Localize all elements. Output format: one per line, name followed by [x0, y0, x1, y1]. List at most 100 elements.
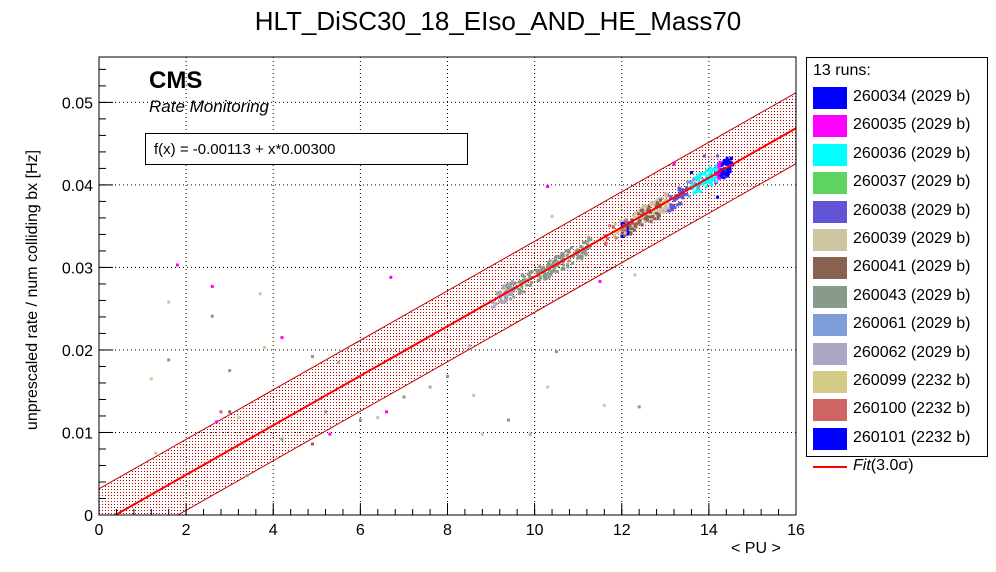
- data-point: [698, 174, 702, 178]
- data-point: [620, 232, 624, 236]
- data-point: [657, 213, 661, 217]
- data-point: [697, 186, 701, 190]
- data-point-outlier: [637, 405, 641, 409]
- data-point: [555, 264, 559, 268]
- data-point: [685, 186, 689, 190]
- data-point: [637, 212, 641, 216]
- data-point: [697, 188, 701, 192]
- data-point: [568, 259, 572, 263]
- data-point: [622, 222, 626, 226]
- data-point: [641, 208, 645, 212]
- data-point: [519, 289, 523, 293]
- data-point: [725, 167, 729, 171]
- data-point: [681, 196, 685, 200]
- data-point: [517, 280, 521, 284]
- data-point: [692, 178, 696, 182]
- data-point: [677, 186, 681, 190]
- legend-label: 260037 (2029 b): [853, 173, 971, 191]
- data-point: [655, 199, 659, 203]
- data-point-outlier: [546, 185, 550, 189]
- data-point: [633, 215, 637, 219]
- data-point-outlier: [310, 355, 314, 359]
- data-point: [530, 281, 534, 285]
- data-point: [662, 206, 666, 210]
- data-point: [663, 198, 667, 202]
- data-point: [651, 215, 655, 219]
- data-point: [724, 171, 728, 175]
- legend-swatch: [813, 371, 847, 393]
- data-point: [708, 178, 712, 182]
- data-point: [654, 211, 658, 215]
- y-tick-label: 0.04: [62, 178, 93, 195]
- data-point: [612, 234, 616, 238]
- data-point: [620, 221, 624, 225]
- data-point: [704, 185, 708, 189]
- legend-swatch: [813, 427, 847, 450]
- data-point-outlier: [472, 393, 476, 397]
- data-point: [673, 206, 677, 210]
- legend-entry-fit: Fit(3.0σ): [811, 453, 987, 481]
- legend-label: 260101 (2232 b): [853, 428, 971, 446]
- data-point: [565, 253, 569, 257]
- data-point: [567, 250, 571, 254]
- data-point-outlier: [480, 432, 484, 436]
- data-point: [651, 202, 655, 206]
- data-point: [512, 295, 516, 299]
- x-axis-label: < PU >: [731, 540, 781, 557]
- data-point: [651, 209, 655, 213]
- data-point: [726, 158, 730, 162]
- data-point: [640, 223, 644, 227]
- data-point: [536, 279, 540, 283]
- data-point: [495, 292, 499, 296]
- data-point: [670, 206, 674, 210]
- data-point: [608, 224, 612, 228]
- data-point: [537, 269, 541, 273]
- legend-entry: 260062 (2029 b): [811, 340, 987, 368]
- y-axis-label: unprescaled rate / num colliding bx [Hz]: [24, 149, 41, 431]
- data-point: [670, 204, 674, 208]
- data-point: [668, 206, 672, 210]
- data-point: [665, 195, 669, 199]
- data-point: [539, 269, 543, 273]
- x-tick-label: 8: [443, 522, 452, 539]
- data-point: [527, 273, 531, 277]
- data-point: [649, 201, 653, 205]
- data-point: [614, 236, 618, 240]
- fit-line-path: [113, 127, 796, 515]
- data-point-outlier: [245, 473, 249, 477]
- data-point: [636, 215, 640, 219]
- data-point: [630, 218, 634, 222]
- data-point: [718, 160, 722, 164]
- legend-swatch: [813, 285, 847, 308]
- y-tick-label: 0.02: [62, 343, 93, 360]
- data-point-outlier: [175, 263, 179, 267]
- data-point-outlier: [467, 344, 471, 348]
- data-point: [713, 168, 717, 172]
- x-tick-label: 16: [787, 522, 805, 539]
- data-point-outlier: [280, 437, 284, 441]
- data-point: [520, 274, 524, 278]
- data-point: [646, 209, 650, 213]
- data-point-outlier: [263, 345, 267, 349]
- data-point: [502, 284, 506, 288]
- legend-entry: 260035 (2029 b): [811, 112, 987, 140]
- legend: 13 runs: 260034 (2029 b) 260035 (2029 b) 2…: [806, 57, 988, 474]
- data-point: [643, 210, 647, 214]
- fit-formula: f(x) = -0.00113 + x*0.00300: [154, 141, 336, 158]
- data-point: [553, 266, 557, 270]
- data-point: [604, 241, 608, 245]
- legend-entry: 260100 (2232 b): [811, 396, 987, 424]
- data-point: [658, 207, 662, 211]
- data-point: [716, 176, 720, 180]
- data-point: [728, 160, 732, 164]
- data-point: [675, 196, 679, 200]
- data-point: [705, 180, 709, 184]
- data-point: [611, 225, 615, 229]
- legend-fit-label-italic: Fit: [853, 457, 871, 475]
- data-point: [722, 176, 726, 180]
- data-point: [580, 255, 584, 259]
- data-point: [724, 162, 728, 166]
- data-point: [535, 268, 539, 272]
- data-point: [647, 207, 651, 211]
- data-point: [587, 236, 591, 240]
